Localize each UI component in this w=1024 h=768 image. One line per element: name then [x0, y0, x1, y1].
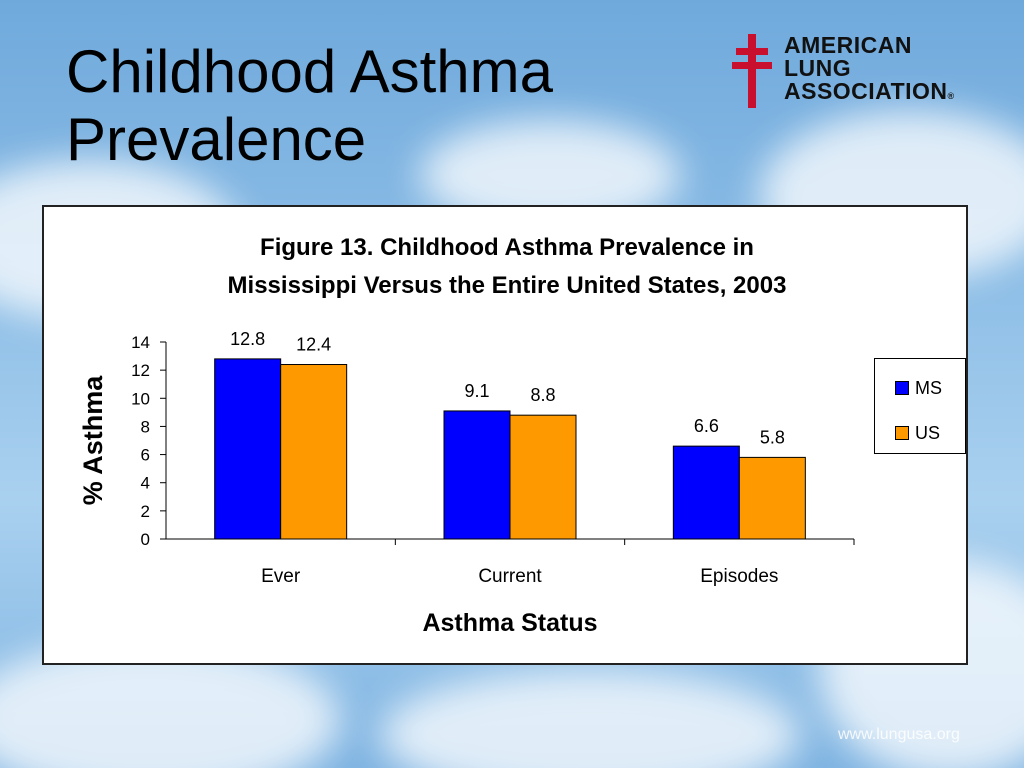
double-cross-icon [732, 34, 772, 108]
y-tick-label: 4 [141, 474, 150, 493]
chart-panel: Figure 13. Childhood Asthma Prevalence i… [42, 205, 968, 665]
american-lung-association-logo: AMERICAN LUNG ASSOCIATION® [732, 34, 1002, 114]
chart-legend: MS US [874, 358, 966, 454]
chart-title-line-2: Mississippi Versus the Entire United Sta… [227, 272, 787, 299]
bar-ms [672, 445, 740, 540]
y-tick-label: 6 [141, 446, 150, 465]
logo-line-2: LUNG [784, 55, 852, 81]
logo-line-3: ASSOCIATION [784, 78, 948, 104]
y-tick-label: 0 [141, 530, 150, 549]
slide-title-line-1: Childhood Asthma [66, 38, 553, 105]
data-label: 12.8 [230, 329, 265, 349]
y-tick-label: 14 [131, 333, 150, 352]
y-tick-label: 12 [131, 361, 150, 380]
x-axis-title: Asthma Status [422, 609, 597, 637]
bar-us [509, 414, 577, 540]
x-tick-label: Ever [261, 566, 301, 587]
legend-item-ms: MS [895, 378, 942, 398]
x-tick-label: Episodes [700, 566, 778, 587]
bar-ms [443, 410, 511, 540]
data-label: 9.1 [464, 381, 489, 401]
legend-label-ms: MS [915, 377, 942, 398]
y-tick-label: 2 [141, 502, 150, 521]
y-axis-title: % Asthma [78, 375, 108, 506]
slide-title: Childhood Asthma Prevalence [66, 38, 686, 174]
bar-chart: 0 2 4 6 8 10 12 14 Ever 12.8 12.4 Current 9.1 8.8 Epis… [78, 329, 855, 637]
legend-label-us: US [915, 422, 941, 443]
bar-us [738, 456, 806, 540]
chart-title: Figure 13. Childhood Asthma Prevalence i… [44, 229, 970, 305]
legend-item-us: US [895, 423, 940, 443]
data-label: 12.4 [296, 335, 331, 355]
logo-line-1: AMERICAN [784, 32, 912, 58]
bar-us [280, 364, 348, 540]
y-tick-label: 8 [141, 417, 150, 436]
registered-mark: ® [947, 91, 955, 101]
legend-swatch-ms [895, 381, 909, 395]
footer-url: www.lungusa.org [838, 726, 960, 743]
data-label: 6.6 [694, 416, 719, 436]
chart-title-line-1: Figure 13. Childhood Asthma Prevalence i… [260, 234, 754, 261]
legend-swatch-us [895, 426, 909, 440]
y-tick-label: 10 [131, 389, 150, 408]
x-tick-label: Current [478, 566, 542, 587]
data-label: 5.8 [760, 427, 785, 447]
bar-ms [214, 358, 282, 540]
data-label: 8.8 [530, 385, 555, 405]
slide-title-line-2: Prevalence [66, 106, 367, 173]
